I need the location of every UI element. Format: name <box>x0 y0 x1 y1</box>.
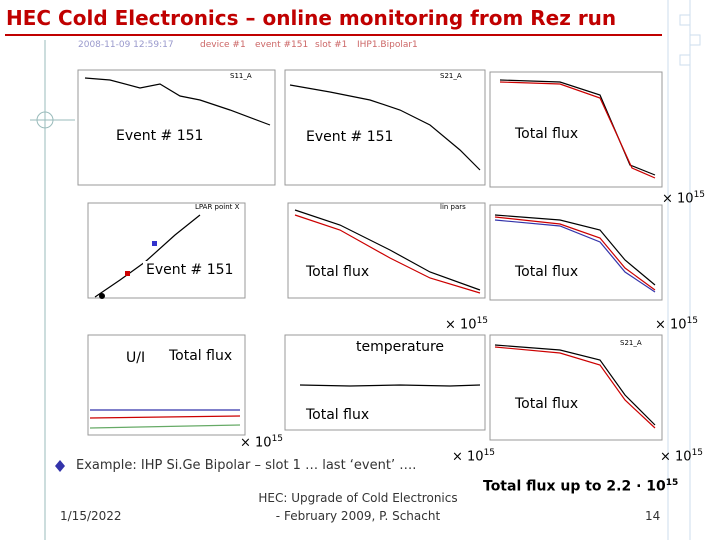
right-grid <box>667 0 701 540</box>
scale-base: × 10 <box>662 191 694 207</box>
overlay-label: temperature <box>353 338 447 356</box>
scale-label: × 1015 <box>655 316 698 332</box>
overlay-label: Total flux <box>512 263 582 281</box>
scale-base: × 10 <box>445 317 477 333</box>
info: IHP1.Bipolar1 <box>357 40 418 50</box>
scale-base: × 10 <box>655 317 687 333</box>
info: event #151 <box>255 40 309 50</box>
scale-exp: 15 <box>271 434 284 444</box>
plot-title: LPAR point X <box>195 203 240 211</box>
plot-title: S11_A <box>230 72 252 80</box>
info: device #1 <box>200 40 246 50</box>
plot-title: S21_A <box>440 72 462 80</box>
bullet-icon <box>55 460 65 472</box>
note-text: Total flux up to 2.2 · 10 <box>483 478 666 495</box>
note-exp: 15 <box>665 478 679 488</box>
scale-exp: 15 <box>693 190 706 200</box>
curves <box>84 77 656 429</box>
scale-label: × 1015 <box>445 316 488 332</box>
scale-base: × 10 <box>452 449 484 465</box>
scale-exp: 15 <box>691 448 704 458</box>
scale-exp: 15 <box>483 448 496 458</box>
scale-base: × 10 <box>660 449 692 465</box>
scale-exp: 15 <box>476 316 489 326</box>
scale-label: × 1015 <box>660 448 703 464</box>
bullet-text: Example: IHP Si.Ge Bipolar – slot 1 … la… <box>76 458 417 473</box>
scale-base: × 10 <box>240 435 272 451</box>
plot-frames <box>77 69 663 441</box>
point-marker <box>99 293 105 299</box>
plot-title: S21_A <box>620 339 642 347</box>
info: slot #1 <box>315 40 348 50</box>
scale-label: × 1015 <box>240 434 283 450</box>
overlay-label: Total flux <box>512 395 582 413</box>
point-marker <box>152 241 157 246</box>
plot-title: lin pars <box>440 203 466 211</box>
overlay-label: Event # 151 <box>113 127 207 145</box>
footer-text: HEC: Upgrade of Cold Electronics <box>258 491 458 505</box>
overlay-label: U/I <box>123 349 149 367</box>
footer-text: - February 2009, P. Schacht <box>275 509 441 523</box>
scale-label: × 1015 <box>662 190 705 206</box>
overlay-label: Total flux <box>303 263 373 281</box>
overlay-label: Total flux <box>512 125 582 143</box>
note: Total flux up to 2.2 · 1015 <box>483 478 678 495</box>
overlay-label: Event # 151 <box>143 261 237 279</box>
title: HEC Cold Electronics – online monitoring… <box>6 6 617 30</box>
point-marker <box>125 271 130 276</box>
info: 2008-11-09 12:59:17 <box>78 40 174 50</box>
overlay-label: Event # 151 <box>303 128 397 146</box>
page-number: 14 <box>645 509 661 523</box>
overlay-label: Total flux <box>166 347 236 365</box>
date: 1/15/2022 <box>60 509 122 523</box>
overlay-label: Total flux <box>303 406 373 424</box>
scale-label: × 1015 <box>452 448 495 464</box>
scale-exp: 15 <box>686 316 699 326</box>
ornament <box>36 111 54 129</box>
